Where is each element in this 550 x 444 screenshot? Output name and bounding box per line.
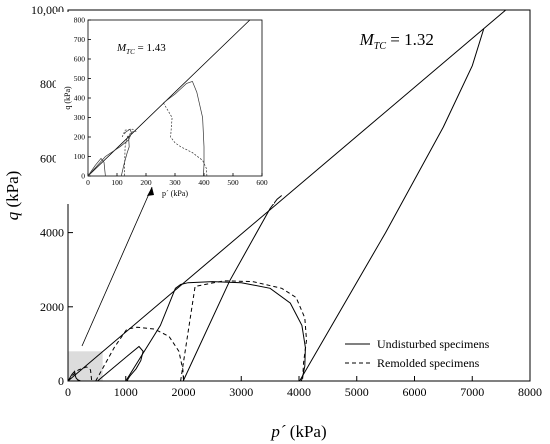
x-tick-label: 2000	[172, 385, 196, 399]
critical-state-line	[67, 9, 507, 382]
slope-annotation-symbol: M	[359, 30, 375, 49]
x-tick-label: 1000	[114, 385, 138, 399]
inset-y-tick-label: 300	[74, 113, 86, 122]
inset-undisturbed-path-1	[87, 128, 132, 177]
remolded-path-2	[95, 326, 184, 382]
inset-x-tick-label: 600	[256, 178, 268, 187]
inset-y-tick-label: 0	[81, 172, 85, 181]
x-tick-label: 5000	[345, 385, 369, 399]
y-axis-unit: (kPa)	[3, 171, 22, 212]
inset-x-tick-label: 0	[86, 178, 90, 187]
inset-plot: 0 100 200 300 400 500 600 0 100 200 300 400 500 600 70…	[56, 12, 274, 347]
x-tick-label: 0	[65, 385, 71, 399]
x-tick-label: 6000	[403, 385, 427, 399]
inset-y-tick-label: 800	[74, 16, 86, 25]
x-tick-label: 4000	[287, 385, 311, 399]
inset-slope-annotation-symbol: M	[116, 42, 127, 54]
slope-annotation-value: = 1.32	[386, 30, 434, 49]
inset-x-tick-label: 200	[140, 178, 152, 187]
inset-y-tick-label: 600	[74, 55, 86, 64]
x-tick-label: 3000	[229, 385, 253, 399]
undisturbed-path-3	[125, 281, 306, 382]
remolded-path-3	[180, 280, 308, 382]
y-tick-label: 0	[58, 374, 64, 388]
y-tick-label: 2000	[40, 300, 64, 314]
undisturbed-path-1	[67, 370, 81, 382]
inset-slope-annotation-value: = 1.43	[135, 42, 166, 54]
inset-remolded-path-2	[163, 102, 208, 177]
x-axis-unit: (kPa)	[286, 422, 327, 441]
inset-x-tick-label: 300	[169, 178, 181, 187]
inset-y-axis-label: q (kPa)	[63, 86, 72, 110]
undisturbed-path-2	[97, 345, 144, 382]
y-tick-label: 4000	[40, 226, 64, 240]
inset-x-axis-label: p´ (kPa)	[162, 189, 188, 198]
slope-annotation-subscript: TC	[374, 41, 387, 52]
connector-arrowhead	[147, 187, 154, 196]
inset-undisturbed-path-2	[120, 136, 130, 177]
legend-label-2: Remolded specimens	[377, 356, 480, 370]
x-tick-label: 7000	[460, 385, 484, 399]
slope-annotation: MTC = 1.32	[359, 30, 434, 52]
inset-y-tick-label: 400	[74, 94, 86, 103]
undisturbed-path-4	[182, 195, 283, 382]
inset-x-tick-label: 100	[111, 178, 123, 187]
undisturbed-path-5	[299, 28, 485, 382]
inset-x-tick-label: 400	[198, 178, 210, 187]
connector-line	[81, 186, 153, 347]
inset-undisturbed-path-3	[87, 157, 106, 177]
y-tick-label: 10,000	[31, 3, 64, 17]
remolded-path-1	[67, 366, 93, 382]
inset-y-tick-label: 500	[74, 74, 86, 83]
inset-y-tick-label: 100	[74, 152, 86, 161]
inset-undisturbed-path-4	[163, 80, 205, 177]
y-axis-symbol: q	[3, 211, 22, 220]
inset-y-tick-label: 700	[74, 35, 86, 44]
x-axis-symbol: p´	[270, 422, 286, 441]
legend-label-1: Undisturbed specimens	[377, 337, 490, 351]
y-axis-label: q (kPa)	[3, 171, 22, 221]
inset-x-tick-label: 500	[227, 178, 239, 187]
inset-slope-annotation-subscript: TC	[126, 48, 135, 56]
inset-slope-annotation: MTC = 1.43	[116, 42, 166, 56]
inset-remolded-path-1	[121, 128, 137, 177]
x-axis-label: p´ (kPa)	[270, 422, 326, 441]
inset-y-tick-label: 200	[74, 133, 86, 142]
x-tick-label: 8000	[518, 385, 542, 399]
